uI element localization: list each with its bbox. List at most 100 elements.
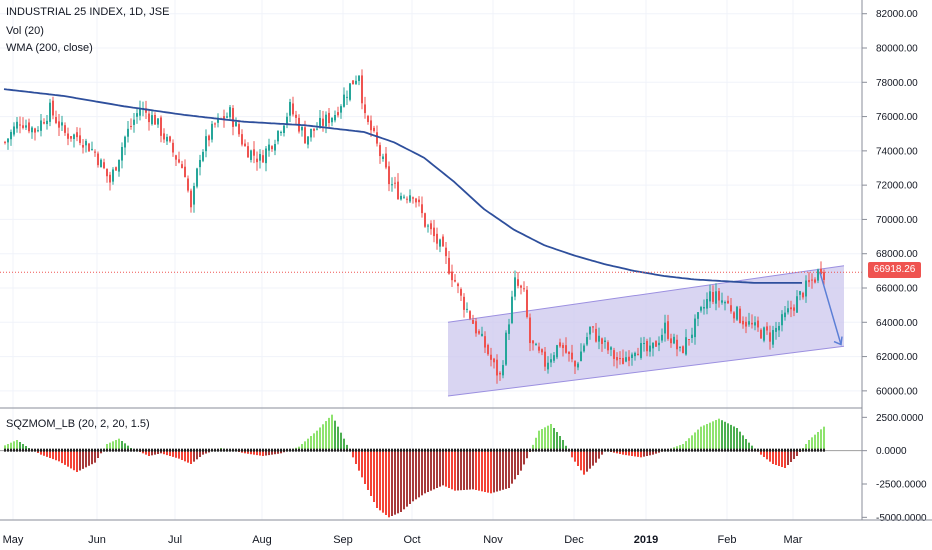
squeeze-dot: [190, 448, 192, 452]
squeeze-dot: [397, 448, 399, 452]
candle-body: [691, 334, 693, 339]
squeeze-dot: [763, 448, 765, 452]
time-tick-label: May: [3, 534, 24, 546]
candle-body: [268, 144, 270, 151]
squeeze-dot: [778, 448, 780, 452]
squeeze-dot: [616, 448, 618, 452]
candle-body: [43, 122, 45, 124]
squeeze-dot: [160, 448, 162, 452]
candle-body: [553, 355, 555, 361]
squeeze-dot: [754, 448, 756, 452]
candle-body: [52, 100, 54, 116]
momentum-bar: [565, 445, 567, 451]
squeeze-dot: [55, 448, 57, 452]
candle-body: [556, 345, 558, 358]
candle-body: [595, 328, 597, 342]
candle-body: [310, 128, 312, 138]
squeeze-dot: [553, 448, 555, 452]
squeeze-dot: [226, 448, 228, 452]
candle-body: [709, 291, 711, 302]
momentum-bar: [541, 429, 543, 451]
momentum-bar: [10, 442, 12, 451]
momentum-bar: [340, 432, 342, 451]
candle-body: [616, 356, 618, 361]
squeeze-dot: [103, 448, 105, 452]
candle-body: [787, 308, 789, 313]
squeeze-dot: [193, 448, 195, 452]
candle-body: [55, 117, 57, 123]
momentum-bar: [538, 430, 540, 451]
momentum-bar: [367, 450, 369, 490]
candle-body: [721, 300, 723, 303]
candle-body: [82, 145, 84, 148]
squeeze-dot: [154, 448, 156, 452]
momentum-bar: [313, 433, 315, 451]
candle-body: [88, 143, 90, 152]
candle-body: [139, 108, 141, 116]
candle-body: [541, 349, 543, 353]
momentum-bar: [595, 450, 597, 463]
squeeze-dot: [61, 448, 63, 452]
candle-body: [274, 143, 276, 151]
momentum-bar: [250, 450, 252, 455]
momentum-bar: [772, 450, 774, 464]
momentum-bar: [16, 440, 18, 451]
momentum-bar: [649, 450, 651, 456]
squeeze-dot: [337, 448, 339, 452]
candle-body: [340, 106, 342, 113]
squeeze-dot: [121, 448, 123, 452]
squeeze-dot: [454, 448, 456, 452]
squeeze-dot: [370, 448, 372, 452]
candle-body: [22, 125, 24, 128]
candle-body: [424, 213, 426, 227]
momentum-bar: [277, 450, 279, 454]
squeeze-dot: [394, 448, 396, 452]
candle-body: [250, 150, 252, 160]
squeeze-dot: [583, 448, 585, 452]
squeeze-dot: [517, 448, 519, 452]
candle-body: [370, 120, 372, 131]
squeeze-dot: [97, 448, 99, 452]
squeeze-dot: [808, 448, 810, 452]
momentum-bar: [709, 422, 711, 451]
squeeze-dot: [148, 448, 150, 452]
momentum-bar: [55, 450, 57, 461]
candle-body: [469, 311, 471, 319]
momentum-bar: [451, 450, 453, 490]
squeeze-dot: [127, 448, 129, 452]
squeeze-dot: [658, 448, 660, 452]
candle-body: [49, 102, 51, 122]
momentum-bar: [376, 450, 378, 508]
momentum-bar: [421, 450, 423, 496]
candle-body: [604, 340, 606, 342]
squeeze-dot: [535, 448, 537, 452]
momentum-bar: [748, 442, 750, 451]
channel-upper-line: [447, 265, 845, 323]
momentum-bar: [82, 450, 84, 469]
time-tick-label: Aug: [252, 534, 272, 546]
momentum-bar: [373, 450, 375, 502]
squeeze-dot: [511, 448, 513, 452]
momentum-bar: [631, 450, 633, 456]
squeeze-dot: [715, 448, 717, 452]
squeeze-dot: [526, 448, 528, 452]
momentum-bar: [40, 450, 42, 455]
momentum-bar: [742, 435, 744, 451]
squeeze-dot: [136, 448, 138, 452]
momentum-bar: [589, 450, 591, 469]
squeeze-dot: [721, 448, 723, 452]
candle-body: [262, 155, 264, 163]
candle-body: [823, 272, 825, 280]
squeeze-dot: [49, 448, 51, 452]
candle-body: [652, 342, 654, 349]
squeeze-dot: [820, 448, 822, 452]
channel-lower-line: [447, 345, 845, 397]
squeeze-dot: [460, 448, 462, 452]
candle-body: [316, 128, 318, 130]
momentum-bar: [388, 450, 390, 518]
momentum-bar: [532, 444, 534, 451]
squeeze-dot: [364, 448, 366, 452]
momentum-bar: [346, 444, 348, 451]
squeeze-dot: [391, 448, 393, 452]
squeeze-dot: [601, 448, 603, 452]
